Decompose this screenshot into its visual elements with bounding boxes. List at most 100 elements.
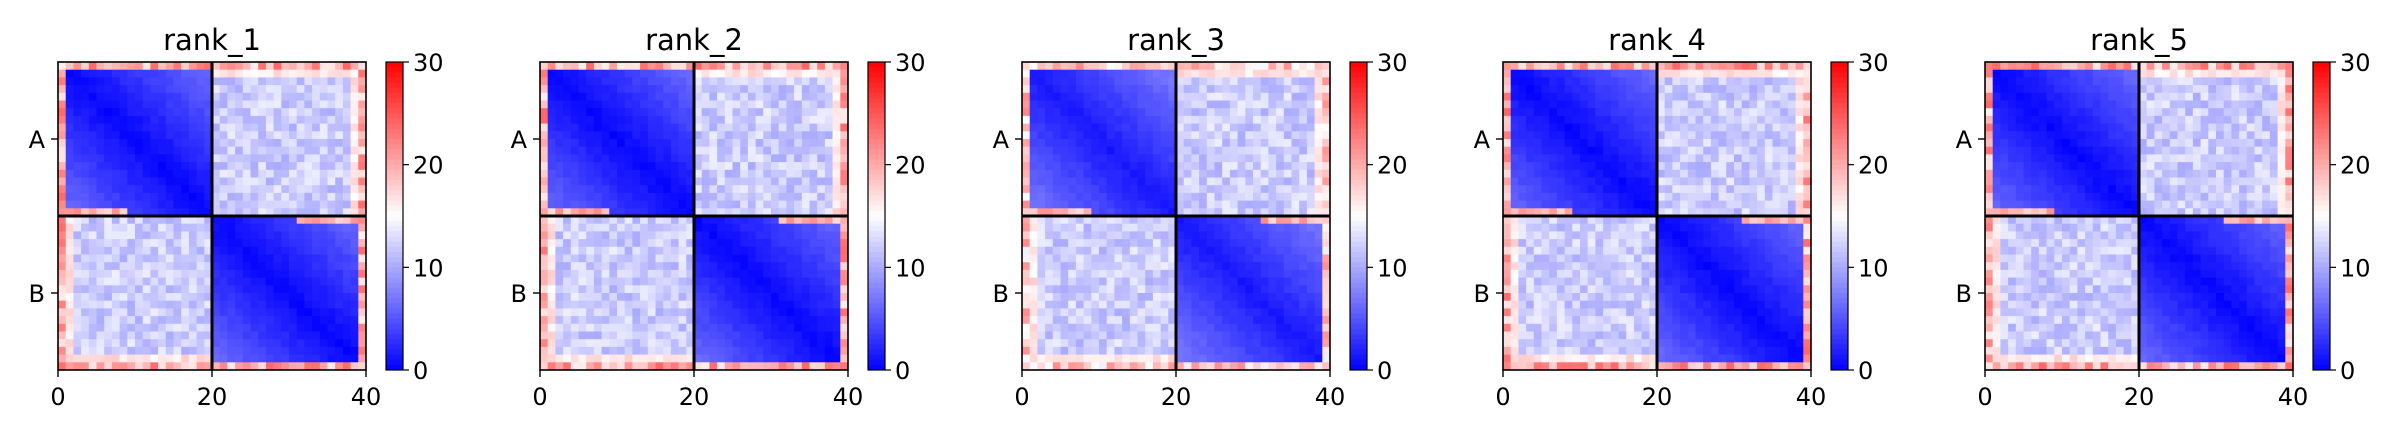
heatmap-cell — [632, 154, 640, 162]
heatmap-cell — [258, 224, 266, 232]
heatmap-cell — [197, 201, 205, 209]
heatmap-cell — [563, 162, 571, 170]
heatmap-cell — [1145, 308, 1153, 316]
heatmap-cell — [1230, 185, 1238, 193]
heatmap-cell — [548, 77, 556, 85]
heatmap-cell — [1245, 116, 1253, 124]
heatmap-cell — [1284, 339, 1292, 347]
heatmap-cell — [312, 332, 320, 340]
heatmap-cell — [579, 293, 587, 301]
heatmap-cell — [571, 201, 579, 209]
heatmap-cell — [555, 70, 563, 78]
heatmap-cell — [763, 339, 771, 347]
heatmap-cell — [1061, 62, 1069, 70]
heatmap-cell — [220, 170, 228, 178]
heatmap-cell — [1107, 308, 1115, 316]
heatmap-cell — [663, 178, 671, 186]
heatmap-cell — [1184, 255, 1192, 263]
heatmap-cell — [671, 139, 679, 147]
heatmap-cell — [563, 293, 571, 301]
heatmap-cell — [189, 231, 197, 239]
heatmap-cell — [166, 85, 174, 93]
heatmap-cell — [1284, 332, 1292, 340]
heatmap-cell — [220, 85, 228, 93]
heatmap-cell — [586, 162, 594, 170]
heatmap-cell — [1292, 347, 1300, 355]
heatmap-cell — [1130, 332, 1138, 340]
heatmap-cell — [1276, 301, 1284, 309]
heatmap-cell — [1145, 70, 1153, 78]
heatmap-cell — [1199, 70, 1207, 78]
heatmap-cell — [540, 124, 548, 132]
heatmap-cell — [1292, 339, 1300, 347]
heatmap-cell — [1253, 185, 1261, 193]
heatmap-cell — [1022, 154, 1030, 162]
heatmap-cell — [1284, 193, 1292, 201]
heatmap-cell — [717, 293, 725, 301]
heatmap-cell — [1307, 170, 1315, 178]
heatmap-cell — [617, 131, 625, 139]
heatmap-cell — [112, 70, 120, 78]
heatmap-cell — [825, 255, 833, 263]
heatmap-cell — [648, 108, 656, 116]
heatmap-cell — [833, 116, 841, 124]
heatmap-cell — [73, 170, 81, 178]
heatmap-cell — [1307, 178, 1315, 186]
heatmap-cell — [563, 139, 571, 147]
heatmap-cell — [343, 101, 351, 109]
heatmap-cell — [725, 185, 733, 193]
heatmap-cell — [166, 62, 174, 70]
heatmap-cell — [1245, 339, 1253, 347]
heatmap-cell — [1199, 262, 1207, 270]
heatmap-cell — [343, 154, 351, 162]
heatmap-cell — [297, 278, 305, 286]
heatmap-cell — [1138, 108, 1146, 116]
heatmap-cell — [810, 270, 818, 278]
heatmap-cell — [632, 116, 640, 124]
heatmap-cell — [181, 339, 189, 347]
heatmap-cell — [540, 170, 548, 178]
heatmap-cell — [297, 285, 305, 293]
colorbar-segment — [386, 113, 403, 119]
heatmap-cell — [251, 224, 259, 232]
heatmap-cell — [1238, 247, 1246, 255]
heatmap-cell — [1053, 270, 1061, 278]
heatmap-cell — [756, 278, 764, 286]
heatmap-cell — [81, 301, 89, 309]
heatmap-cell — [779, 77, 787, 85]
heatmap-cell — [656, 301, 664, 309]
heatmap-cell — [1130, 255, 1138, 263]
heatmap-cell — [1045, 85, 1053, 93]
heatmap-cell — [1145, 101, 1153, 109]
heatmap-cell — [648, 85, 656, 93]
heatmap-cell — [274, 247, 282, 255]
heatmap-cell — [1238, 270, 1246, 278]
heatmap-cell — [1199, 278, 1207, 286]
heatmap-cell — [771, 308, 779, 316]
heatmap-cell — [679, 70, 687, 78]
heatmap-cell — [1199, 170, 1207, 178]
colorbar-segment — [868, 62, 885, 68]
heatmap-cell — [671, 85, 679, 93]
heatmap-cell — [1122, 339, 1130, 347]
heatmap-cell — [197, 255, 205, 263]
heatmap-cell — [1261, 239, 1269, 247]
colorbar-segment — [386, 185, 403, 191]
heatmap-cell — [1107, 201, 1115, 209]
heatmap-cell — [258, 301, 266, 309]
heatmap-cell — [89, 355, 97, 363]
heatmap-cell — [304, 116, 312, 124]
heatmap-cell — [104, 147, 112, 155]
heatmap-cell — [817, 278, 825, 286]
heatmap-cell — [702, 77, 710, 85]
heatmap-cell — [555, 324, 563, 332]
heatmap-cell — [1261, 139, 1269, 147]
heatmap-cell — [779, 93, 787, 101]
heatmap-cell — [1091, 332, 1099, 340]
heatmap-cell — [840, 85, 848, 93]
heatmap-cell — [81, 355, 89, 363]
heatmap-cell — [786, 85, 794, 93]
heatmap-cell — [756, 70, 764, 78]
heatmap-cell — [740, 270, 748, 278]
heatmap-cell — [579, 170, 587, 178]
